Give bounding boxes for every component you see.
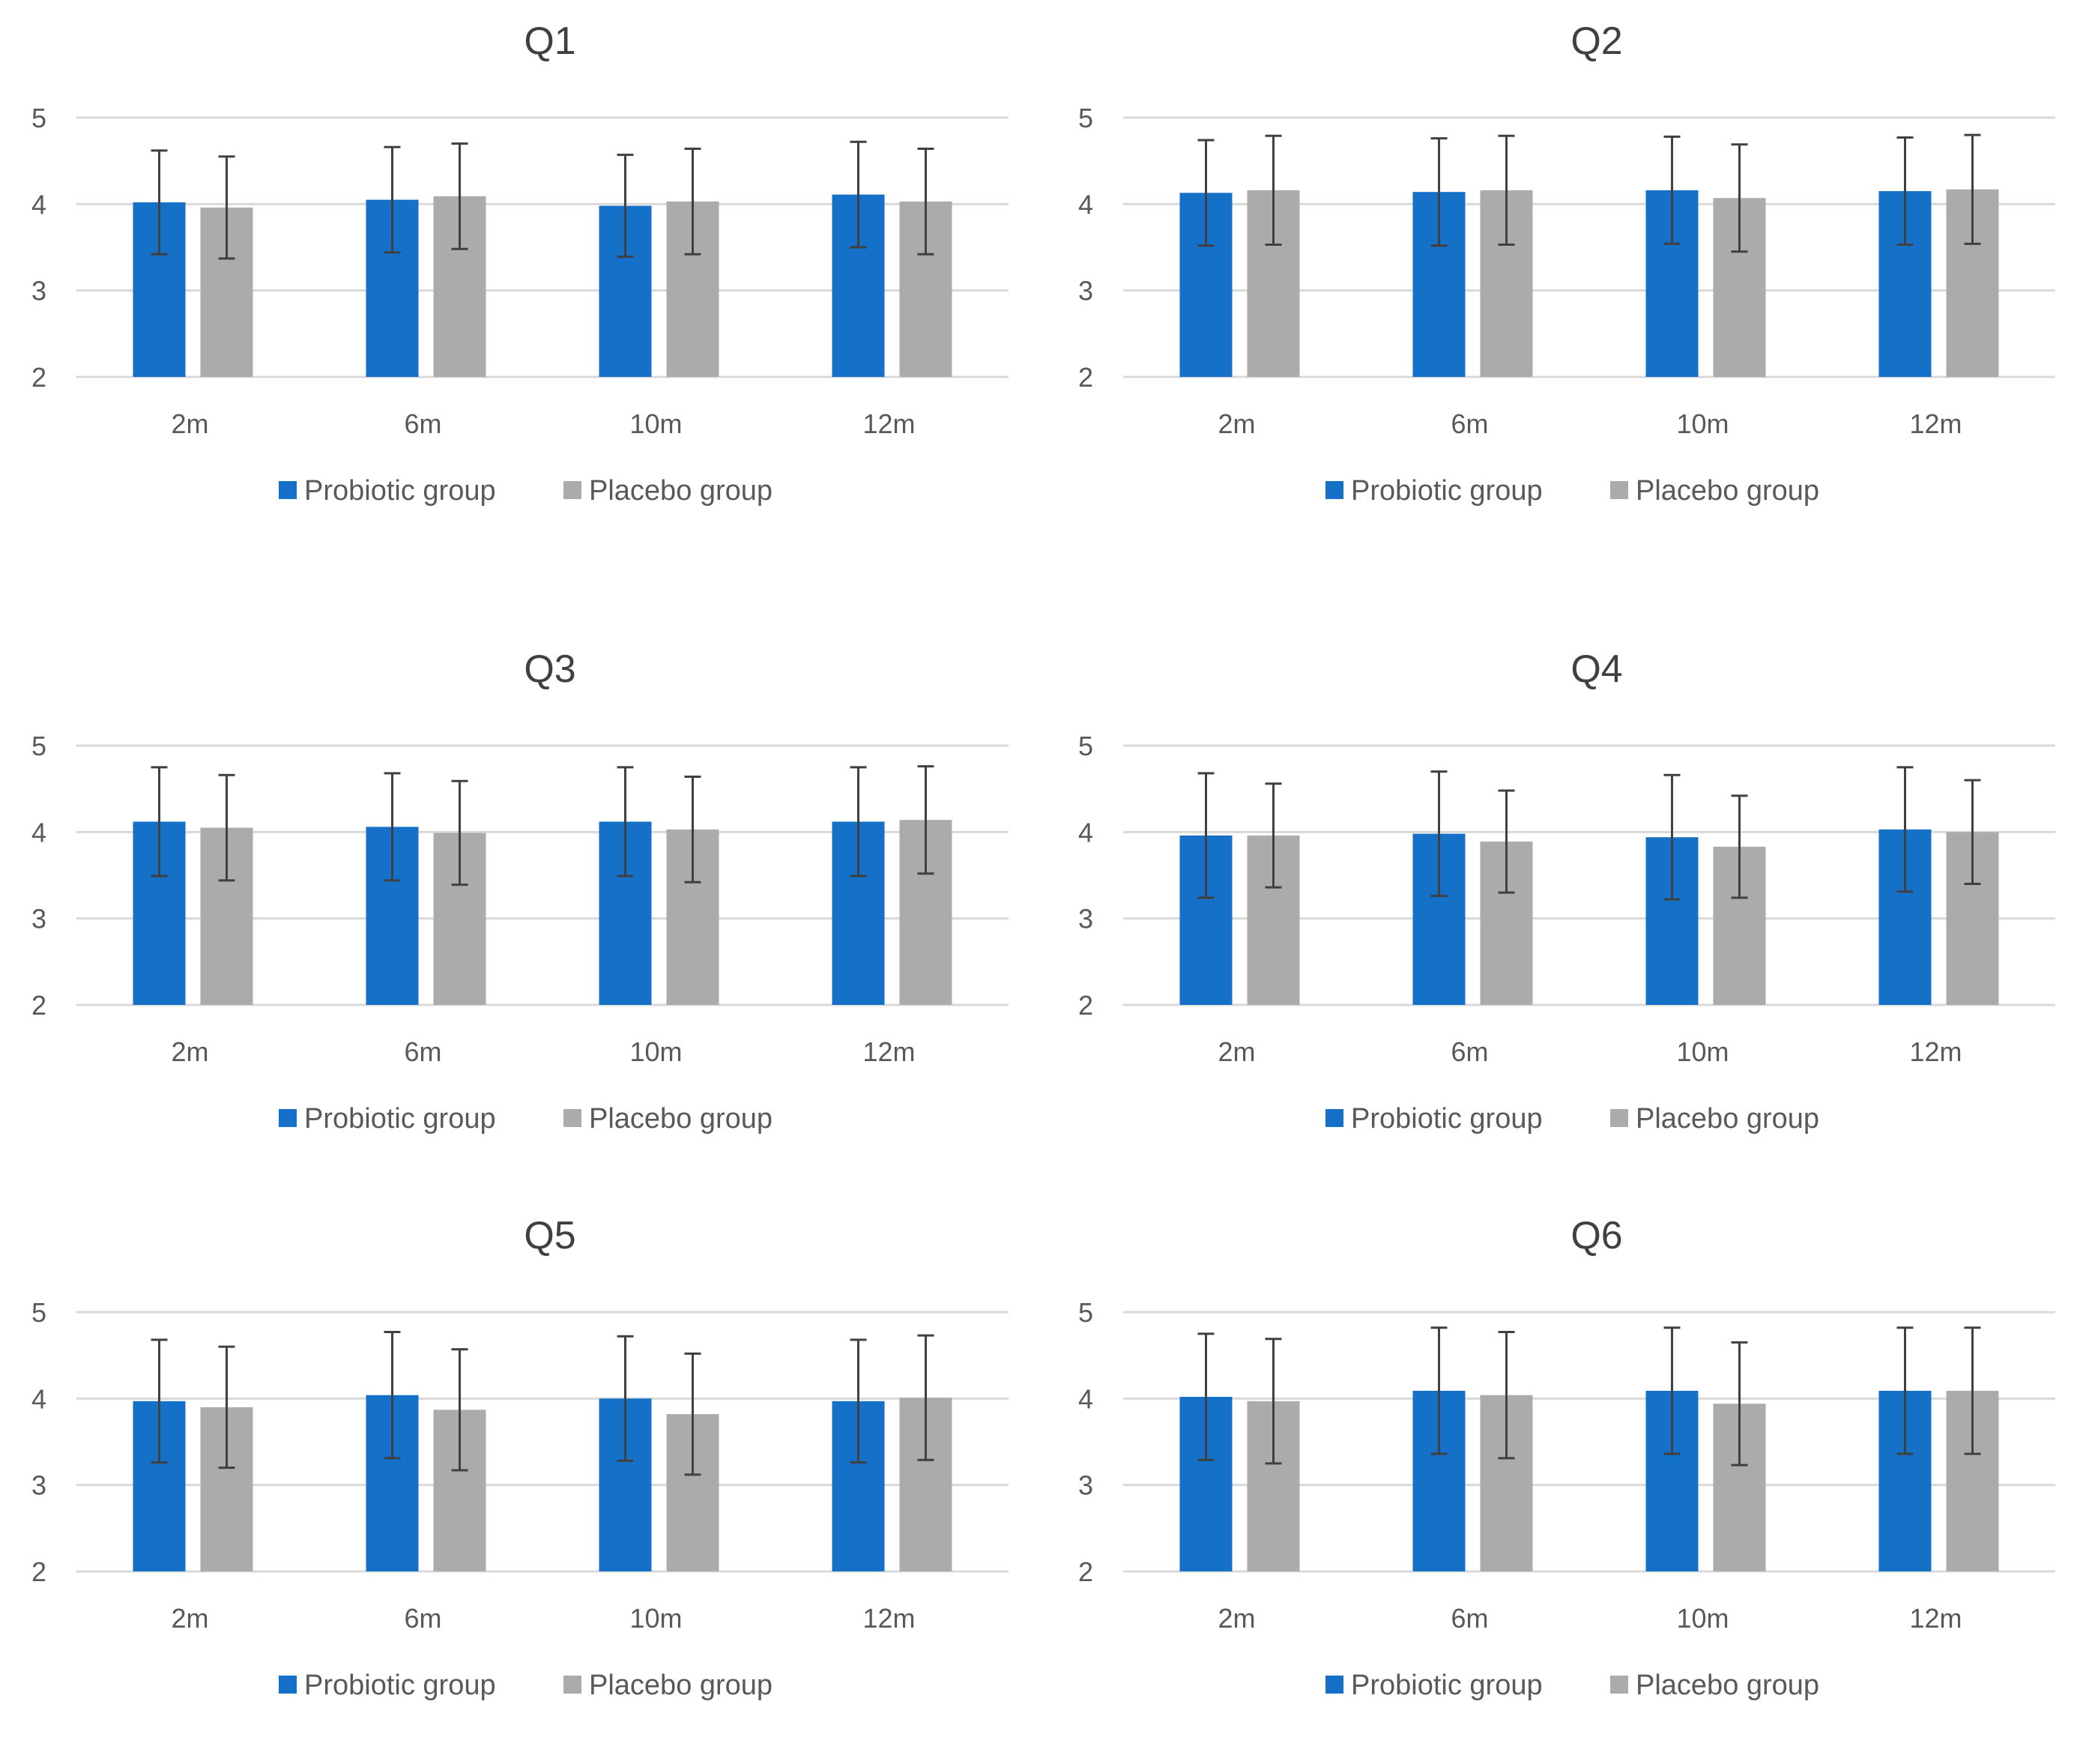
- y-tick-label: 3: [1078, 276, 1093, 306]
- legend-label-probiotic: Probiotic group: [304, 475, 496, 507]
- x-tick-label: 12m: [1909, 1603, 1962, 1634]
- x-tick-label: 12m: [1909, 1036, 1962, 1067]
- legend-label-placebo: Placebo group: [1636, 1670, 1819, 1701]
- y-tick-label: 4: [31, 1383, 46, 1414]
- chart-panel-q2: Q2 2 3 4 5 2m 6m 10m 12m Probiotic group Placebo g…: [1047, 0, 2077, 570]
- x-tick-label: 2m: [171, 1603, 208, 1634]
- chart-title: Q1: [524, 19, 575, 63]
- y-tick-label: 4: [1078, 817, 1093, 848]
- chart-title: Q4: [1570, 647, 1622, 691]
- y-tick-label: 3: [1078, 1470, 1093, 1501]
- legend-label-placebo: Placebo group: [1636, 475, 1819, 507]
- y-tick-label: 5: [31, 103, 46, 133]
- y-tick-label: 3: [31, 904, 46, 934]
- y-tick-label: 2: [1078, 1556, 1093, 1587]
- y-tick-label: 3: [31, 276, 46, 306]
- x-tick-label: 2m: [171, 408, 208, 439]
- legend-label-probiotic: Probiotic group: [1351, 1670, 1543, 1701]
- y-tick-label: 2: [1078, 362, 1093, 393]
- legend-swatch-placebo: [1610, 1676, 1628, 1694]
- y-tick-label: 4: [31, 189, 46, 220]
- y-tick-label: 2: [31, 362, 46, 393]
- chart-svg-q6: Q6 2 3 4 5 2m 6m 10m 12m Probiotic group Placebo g…: [1078, 1214, 2055, 1701]
- chart-title: Q3: [524, 647, 575, 691]
- x-tick-label: 12m: [862, 1036, 915, 1067]
- chart-panel-q5: Q5 2 3 4 5 2m 6m 10m 12m Probiotic group Placebo g…: [0, 1194, 1038, 1735]
- y-tick-label: 2: [1078, 990, 1093, 1021]
- x-tick-label: 10m: [629, 1036, 682, 1067]
- x-tick-label: 10m: [629, 408, 682, 439]
- legend-label-probiotic: Probiotic group: [304, 1670, 496, 1701]
- x-tick-label: 6m: [1451, 1036, 1488, 1067]
- legend-swatch-probiotic: [279, 1676, 297, 1694]
- x-tick-label: 6m: [404, 408, 441, 439]
- chart-title: Q2: [1570, 19, 1622, 63]
- chart-svg-q2: Q2 2 3 4 5 2m 6m 10m 12m Probiotic group Placebo g…: [1078, 19, 2055, 507]
- y-tick-label: 5: [31, 731, 46, 761]
- chart-svg-q3: Q3 2 3 4 5 2m 6m 10m 12m Probiotic group Placebo g…: [31, 647, 1009, 1135]
- chart-panel-q1: Q1 2 3 4 5 2m 6m 10m 12m Probiotic group Placebo g…: [0, 0, 1038, 570]
- legend-swatch-placebo: [563, 481, 581, 499]
- x-tick-label: 12m: [1909, 408, 1962, 439]
- x-tick-label: 6m: [404, 1603, 441, 1634]
- x-tick-label: 10m: [629, 1603, 682, 1634]
- legend-label-placebo: Placebo group: [589, 475, 773, 507]
- x-tick-label: 10m: [1676, 1036, 1729, 1067]
- y-tick-label: 5: [31, 1297, 46, 1328]
- legend-label-placebo: Placebo group: [589, 1670, 773, 1701]
- x-tick-label: 10m: [1676, 1603, 1729, 1634]
- legend-swatch-probiotic: [279, 1109, 297, 1127]
- legend-swatch-probiotic: [279, 481, 297, 499]
- legend-label-probiotic: Probiotic group: [304, 1103, 496, 1135]
- y-tick-label: 3: [31, 1470, 46, 1501]
- legend-swatch-placebo: [1610, 1109, 1628, 1127]
- chart-svg-q1: Q1 2 3 4 5 2m 6m 10m 12m Probiotic group Placebo g…: [31, 19, 1009, 507]
- legend-swatch-placebo: [563, 1109, 581, 1127]
- legend-label-placebo: Placebo group: [589, 1103, 773, 1135]
- x-tick-label: 2m: [1218, 408, 1255, 439]
- chart-title: Q5: [524, 1214, 575, 1257]
- x-tick-label: 2m: [1218, 1036, 1255, 1067]
- chart-title: Q6: [1570, 1214, 1622, 1257]
- legend-swatch-placebo: [1610, 481, 1628, 499]
- legend-swatch-probiotic: [1325, 1109, 1343, 1127]
- y-tick-label: 4: [1078, 189, 1093, 220]
- y-tick-label: 3: [1078, 904, 1093, 934]
- x-tick-label: 6m: [1451, 408, 1488, 439]
- x-tick-label: 12m: [862, 408, 915, 439]
- x-tick-label: 2m: [1218, 1603, 1255, 1634]
- legend-swatch-placebo: [563, 1676, 581, 1694]
- y-tick-label: 2: [31, 990, 46, 1021]
- legend-swatch-probiotic: [1325, 481, 1343, 499]
- chart-panel-q6: Q6 2 3 4 5 2m 6m 10m 12m Probiotic group Placebo g…: [1047, 1194, 2077, 1735]
- x-tick-label: 6m: [1451, 1603, 1488, 1634]
- x-tick-label: 10m: [1676, 408, 1729, 439]
- y-tick-label: 5: [1078, 731, 1093, 761]
- chart-panel-q4: Q4 2 3 4 5 2m 6m 10m 12m Probiotic group Placebo g…: [1047, 628, 2077, 1197]
- x-tick-label: 2m: [171, 1036, 208, 1067]
- y-tick-label: 2: [31, 1556, 46, 1587]
- x-tick-label: 12m: [862, 1603, 915, 1634]
- chart-panel-q3: Q3 2 3 4 5 2m 6m 10m 12m Probiotic group Placebo g…: [0, 628, 1038, 1197]
- legend-label-placebo: Placebo group: [1636, 1103, 1819, 1135]
- legend-label-probiotic: Probiotic group: [1351, 1103, 1543, 1135]
- chart-svg-q4: Q4 2 3 4 5 2m 6m 10m 12m Probiotic group Placebo g…: [1078, 647, 2055, 1135]
- chart-svg-q5: Q5 2 3 4 5 2m 6m 10m 12m Probiotic group Placebo g…: [31, 1214, 1009, 1701]
- y-tick-label: 5: [1078, 103, 1093, 133]
- legend-swatch-probiotic: [1325, 1676, 1343, 1694]
- y-tick-label: 5: [1078, 1297, 1093, 1328]
- y-tick-label: 4: [1078, 1383, 1093, 1414]
- legend-label-probiotic: Probiotic group: [1351, 475, 1543, 507]
- y-tick-label: 4: [31, 817, 46, 848]
- x-tick-label: 6m: [404, 1036, 441, 1067]
